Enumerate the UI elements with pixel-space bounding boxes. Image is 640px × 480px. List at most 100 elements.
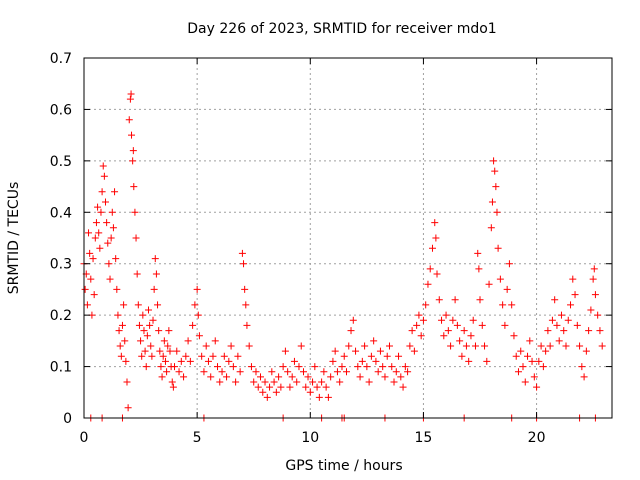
data-point <box>465 357 473 365</box>
data-point <box>493 208 501 216</box>
y-tick-label: 0 <box>63 411 72 427</box>
data-point <box>169 383 177 391</box>
data-point <box>180 373 188 381</box>
data-point <box>442 311 450 319</box>
data-point <box>476 296 484 304</box>
data-point <box>408 327 416 335</box>
data-point <box>120 301 128 309</box>
data-point <box>358 357 366 365</box>
data-point <box>517 347 525 355</box>
data-point <box>89 255 97 263</box>
data-point <box>141 347 149 355</box>
data-point <box>313 383 321 391</box>
data-point <box>146 321 154 329</box>
data-point <box>365 378 373 386</box>
data-point <box>432 234 440 242</box>
data-point <box>449 316 457 324</box>
data-point <box>118 321 126 329</box>
data-point <box>514 368 522 376</box>
data-point <box>103 219 111 227</box>
data-point <box>397 373 405 381</box>
data-point <box>214 363 222 371</box>
x-tick-label: 5 <box>193 430 202 446</box>
data-point <box>133 270 141 278</box>
data-point <box>272 388 280 396</box>
data-point <box>140 327 148 335</box>
data-point <box>161 357 169 365</box>
data-point <box>127 90 135 98</box>
data-point <box>494 244 502 252</box>
data-point <box>96 244 104 252</box>
data-point <box>324 393 332 401</box>
data-point <box>591 291 599 299</box>
data-point <box>189 321 197 329</box>
data-point <box>113 285 121 293</box>
data-point <box>451 296 459 304</box>
data-point <box>108 208 116 216</box>
data-point <box>302 383 310 391</box>
data-point <box>295 363 303 371</box>
data-point <box>105 260 113 268</box>
data-point <box>148 352 156 360</box>
data-point <box>508 301 516 309</box>
x-tick-label: 15 <box>415 430 433 446</box>
data-point <box>109 224 117 232</box>
data-point <box>352 347 360 355</box>
data-point <box>277 383 285 391</box>
axis-ticks: 0 0.1 0.2 0.3 0.4 0.5 0.6 0.7 0 5 10 15 20 <box>50 51 612 446</box>
data-point <box>379 363 387 371</box>
data-point <box>490 157 498 165</box>
data-point <box>114 311 122 319</box>
data-point <box>546 342 554 350</box>
data-point <box>438 316 446 324</box>
data-point <box>467 332 475 340</box>
data-point <box>318 378 326 386</box>
data-point <box>453 321 461 329</box>
data-point <box>121 337 129 345</box>
data-point <box>150 285 158 293</box>
data-point <box>100 172 108 180</box>
data-point <box>485 280 493 288</box>
data-point <box>320 368 328 376</box>
data-point <box>340 352 348 360</box>
chart-title: Day 226 of 2023, SRMTID for receiver mdo… <box>187 21 496 37</box>
data-point <box>92 219 100 227</box>
data-point <box>194 311 202 319</box>
data-point <box>367 352 375 360</box>
data-point <box>91 234 99 242</box>
data-point <box>218 368 226 376</box>
data-point <box>241 285 249 293</box>
data-point <box>143 332 151 340</box>
data-point <box>401 363 409 371</box>
data-point <box>587 306 595 314</box>
data-point <box>129 147 137 155</box>
data-point <box>168 378 176 386</box>
data-point <box>499 301 507 309</box>
data-point <box>404 368 412 376</box>
data-point <box>519 363 527 371</box>
data-point <box>530 373 538 381</box>
data-point <box>129 157 137 165</box>
data-point <box>555 337 563 345</box>
data-point <box>585 327 593 335</box>
data-point <box>86 249 94 257</box>
data-point <box>286 383 294 391</box>
data-point <box>356 373 364 381</box>
data-point <box>124 404 132 412</box>
data-point <box>266 383 274 391</box>
data-point <box>576 342 584 350</box>
data-point <box>163 368 171 376</box>
data-point <box>115 327 123 335</box>
data-point <box>333 368 341 376</box>
data-point <box>112 255 120 263</box>
data-point <box>521 378 529 386</box>
data-point <box>524 352 532 360</box>
data-point <box>503 285 511 293</box>
data-point <box>573 321 581 329</box>
data-point <box>560 327 568 335</box>
data-point <box>526 337 534 345</box>
data-point <box>417 332 425 340</box>
data-point <box>374 368 382 376</box>
data-point <box>428 244 436 252</box>
y-axis-label: SRMTID / TECUs <box>6 182 22 295</box>
